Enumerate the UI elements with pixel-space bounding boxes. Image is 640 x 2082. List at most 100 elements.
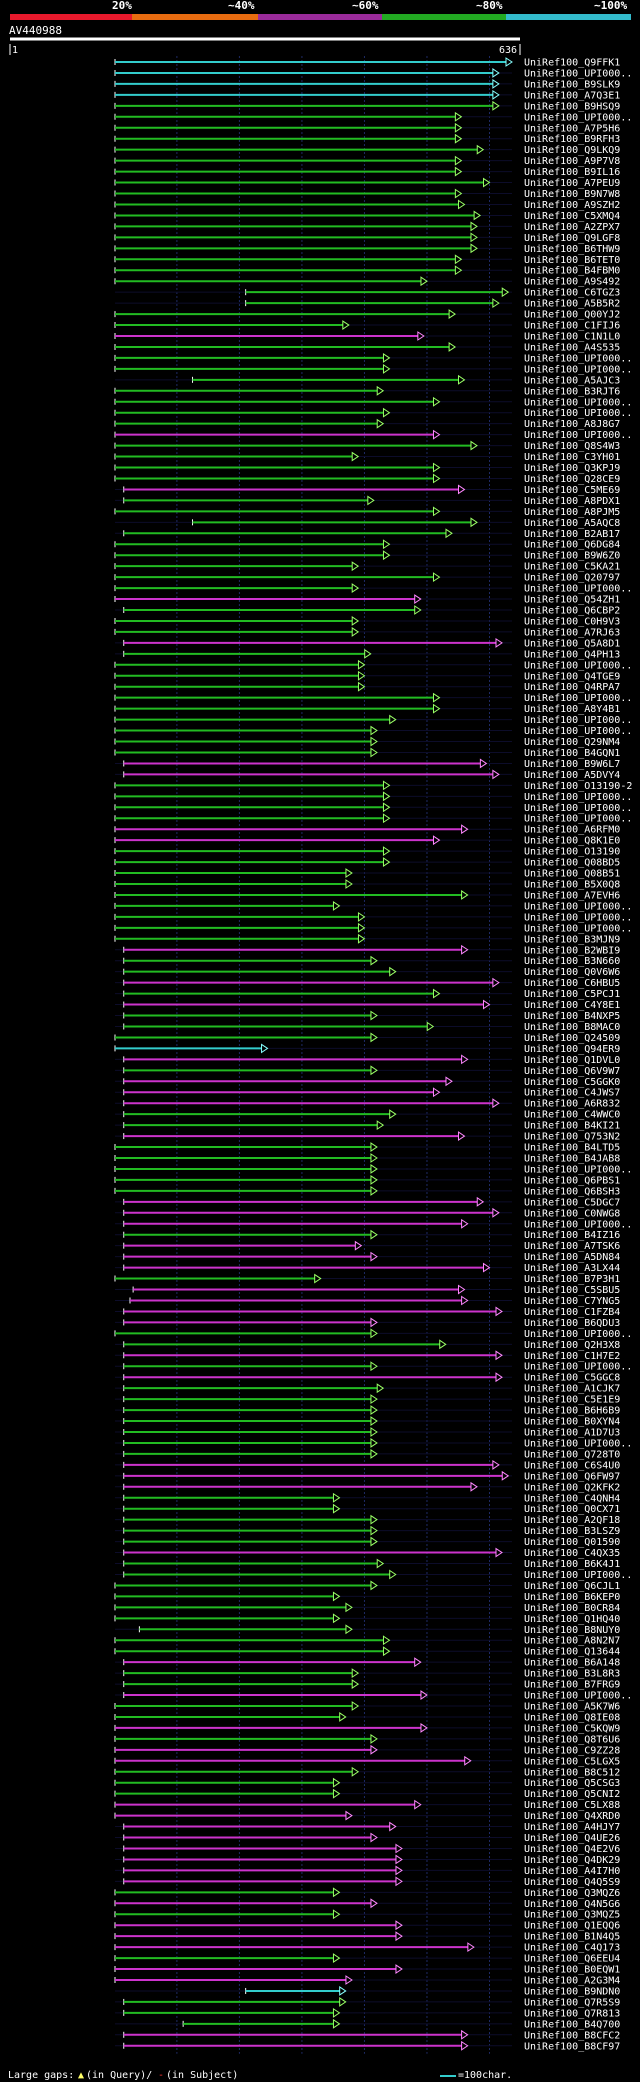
hit-label[interactable]: UniRef100_C1N1L0 (524, 332, 620, 343)
hit-label[interactable]: UniRef100_Q4TGE9 (524, 671, 620, 682)
hit-label[interactable]: UniRef100_Q5A8D1 (524, 638, 620, 649)
hit-label[interactable]: UniRef100_UPI000.. (524, 584, 632, 595)
hit-label[interactable]: UniRef100_C3YH01 (524, 452, 620, 463)
hit-label[interactable]: UniRef100_A7TSK6 (524, 1241, 620, 1252)
hit-label[interactable]: UniRef100_B6TET0 (524, 255, 620, 266)
hit-label[interactable]: UniRef100_A9S492 (524, 277, 620, 288)
hit-label[interactable]: UniRef100_Q4UE26 (524, 1833, 620, 1844)
hit-label[interactable]: UniRef100_Q728T0 (524, 1449, 620, 1460)
hit-label[interactable]: UniRef100_B0XYN4 (524, 1417, 620, 1428)
hit-label[interactable]: UniRef100_B2WBI9 (524, 945, 620, 956)
hit-label[interactable]: UniRef100_UPI000.. (524, 693, 632, 704)
hit-label[interactable]: UniRef100_Q753N2 (524, 1132, 620, 1143)
hit-label[interactable]: UniRef100_UPI000.. (524, 1219, 632, 1230)
hit-label[interactable]: UniRef100_B3RJT6 (524, 386, 620, 397)
hit-label[interactable]: UniRef100_C5LGX5 (524, 1756, 620, 1767)
hit-label[interactable]: UniRef100_Q8S4W3 (524, 441, 620, 452)
hit-label[interactable]: UniRef100_UPI000.. (524, 726, 632, 737)
hit-label[interactable]: UniRef100_Q01590 (524, 1537, 620, 1548)
hit-label[interactable]: UniRef100_A8N2N7 (524, 1636, 620, 1647)
hit-label[interactable]: UniRef100_Q94ER9 (524, 1044, 620, 1055)
hit-label[interactable]: UniRef100_B4GQN1 (524, 748, 620, 759)
hit-label[interactable]: UniRef100_A6R832 (524, 1099, 620, 1110)
hit-label[interactable]: UniRef100_A6RFM0 (524, 825, 620, 836)
hit-label[interactable]: UniRef100_B6QDU3 (524, 1318, 620, 1329)
hit-label[interactable]: UniRef100_Q4Q5S9 (524, 1877, 620, 1888)
hit-label[interactable]: UniRef100_Q9LKQ9 (524, 145, 620, 156)
hit-label[interactable]: UniRef100_A4S535 (524, 342, 620, 353)
hit-label[interactable]: UniRef100_B8MAC0 (524, 1022, 620, 1033)
hit-label[interactable]: UniRef100_A4I7H0 (524, 1866, 620, 1877)
hit-label[interactable]: UniRef100_B9HSQ9 (524, 101, 620, 112)
hit-label[interactable]: UniRef100_Q2H3X8 (524, 1340, 620, 1351)
hit-label[interactable]: UniRef100_Q5CNI2 (524, 1789, 620, 1800)
hit-label[interactable]: UniRef100_A9SZH2 (524, 200, 620, 211)
hit-label[interactable]: UniRef100_C6S4U0 (524, 1460, 620, 1471)
hit-label[interactable]: UniRef100_B6KEP0 (524, 1592, 620, 1603)
hit-label[interactable]: UniRef100_UPI000.. (524, 1438, 632, 1449)
hit-label[interactable]: UniRef100_B0CR84 (524, 1603, 620, 1614)
hit-label[interactable]: UniRef100_C4QNH4 (524, 1493, 620, 1504)
hit-label[interactable]: UniRef100_C0H9V3 (524, 616, 620, 627)
hit-label[interactable]: UniRef100_C6HBU5 (524, 978, 620, 989)
hit-label[interactable]: UniRef100_B7P3H1 (524, 1274, 620, 1285)
hit-label[interactable]: UniRef100_C0NWG8 (524, 1208, 620, 1219)
hit-label[interactable]: UniRef100_B4NXP5 (524, 1011, 620, 1022)
hit-label[interactable]: UniRef100_C1FIJ6 (524, 321, 620, 332)
hit-label[interactable]: UniRef100_Q3KPJ9 (524, 463, 620, 474)
hit-label[interactable]: UniRef100_Q8K1E0 (524, 836, 620, 847)
hit-label[interactable]: UniRef100_UPI000.. (524, 792, 632, 803)
hit-label[interactable]: UniRef100_UPI000.. (524, 715, 632, 726)
hit-label[interactable]: UniRef100_A5AQC8 (524, 518, 620, 529)
hit-label[interactable]: UniRef100_A7Q3E1 (524, 90, 620, 101)
hit-label[interactable]: UniRef100_C1H7E2 (524, 1351, 620, 1362)
hit-label[interactable]: UniRef100_B6THW9 (524, 244, 620, 255)
hit-label[interactable]: UniRef100_Q20797 (524, 573, 620, 584)
hit-label[interactable]: UniRef100_B3LSZ9 (524, 1526, 620, 1537)
hit-label[interactable]: UniRef100_C5ME69 (524, 485, 620, 496)
hit-label[interactable]: UniRef100_B4Q700 (524, 2019, 620, 2030)
hit-label[interactable]: UniRef100_Q28CE9 (524, 474, 620, 485)
hit-label[interactable]: UniRef100_UPI000.. (524, 408, 632, 419)
hit-label[interactable]: UniRef100_B9RFH3 (524, 134, 620, 145)
hit-label[interactable]: UniRef100_O13190-2 (524, 781, 632, 792)
hit-label[interactable]: UniRef100_C5LX88 (524, 1800, 620, 1811)
hit-label[interactable]: UniRef100_A7EVH6 (524, 890, 620, 901)
hit-label[interactable]: UniRef100_UPI000.. (524, 814, 632, 825)
hit-label[interactable]: UniRef100_Q24509 (524, 1033, 620, 1044)
hit-label[interactable]: UniRef100_UPI000.. (524, 1362, 632, 1373)
hit-label[interactable]: UniRef100_B4JAB8 (524, 1154, 620, 1165)
hit-label[interactable]: UniRef100_B9W6L7 (524, 759, 620, 770)
hit-label[interactable]: UniRef100_B6A148 (524, 1658, 620, 1669)
hit-label[interactable]: UniRef100_Q13644 (524, 1647, 620, 1658)
hit-label[interactable]: UniRef100_UPI000.. (524, 660, 632, 671)
hit-label[interactable]: UniRef100_Q4RPA7 (524, 682, 620, 693)
hit-label[interactable]: UniRef100_UPI000.. (524, 68, 632, 79)
hit-label[interactable]: UniRef100_A5DVY4 (524, 770, 620, 781)
hit-label[interactable]: UniRef100_UPI000.. (524, 1164, 632, 1175)
hit-label[interactable]: UniRef100_B8C512 (524, 1767, 620, 1778)
hit-label[interactable]: UniRef100_A1CJK7 (524, 1384, 620, 1395)
hit-label[interactable]: UniRef100_C4QX35 (524, 1548, 620, 1559)
hit-label[interactable]: UniRef100_B6K4J1 (524, 1559, 620, 1570)
hit-label[interactable]: UniRef100_Q54ZH1 (524, 595, 620, 606)
hit-label[interactable]: UniRef100_Q6CJL1 (524, 1581, 620, 1592)
hit-label[interactable]: UniRef100_UPI000.. (524, 912, 632, 923)
hit-label[interactable]: UniRef100_A3LX44 (524, 1263, 620, 1274)
hit-label[interactable]: UniRef100_Q3MQZ6 (524, 1888, 620, 1899)
hit-label[interactable]: UniRef100_C5DGC7 (524, 1197, 620, 1208)
hit-label[interactable]: UniRef100_Q4PH13 (524, 649, 620, 660)
hit-label[interactable]: UniRef100_B4IZ16 (524, 1230, 620, 1241)
hit-label[interactable]: UniRef100_B4KI21 (524, 1121, 620, 1132)
hit-label[interactable]: UniRef100_UPI000.. (524, 803, 632, 814)
hit-label[interactable]: UniRef100_A5DN84 (524, 1252, 620, 1263)
hit-label[interactable]: UniRef100_A2G3M4 (524, 1976, 620, 1987)
hit-label[interactable]: UniRef100_C9ZZ28 (524, 1745, 620, 1756)
hit-label[interactable]: UniRef100_UPI000.. (524, 1691, 632, 1702)
hit-label[interactable]: UniRef100_Q0CX71 (524, 1504, 620, 1515)
hit-label[interactable]: UniRef100_C5SBU5 (524, 1285, 620, 1296)
hit-label[interactable]: UniRef100_Q29NM4 (524, 737, 620, 748)
hit-label[interactable]: UniRef100_UPI000.. (524, 353, 632, 364)
hit-label[interactable]: UniRef100_B9W6Z0 (524, 551, 620, 562)
hit-label[interactable]: UniRef100_B9IL16 (524, 167, 620, 178)
